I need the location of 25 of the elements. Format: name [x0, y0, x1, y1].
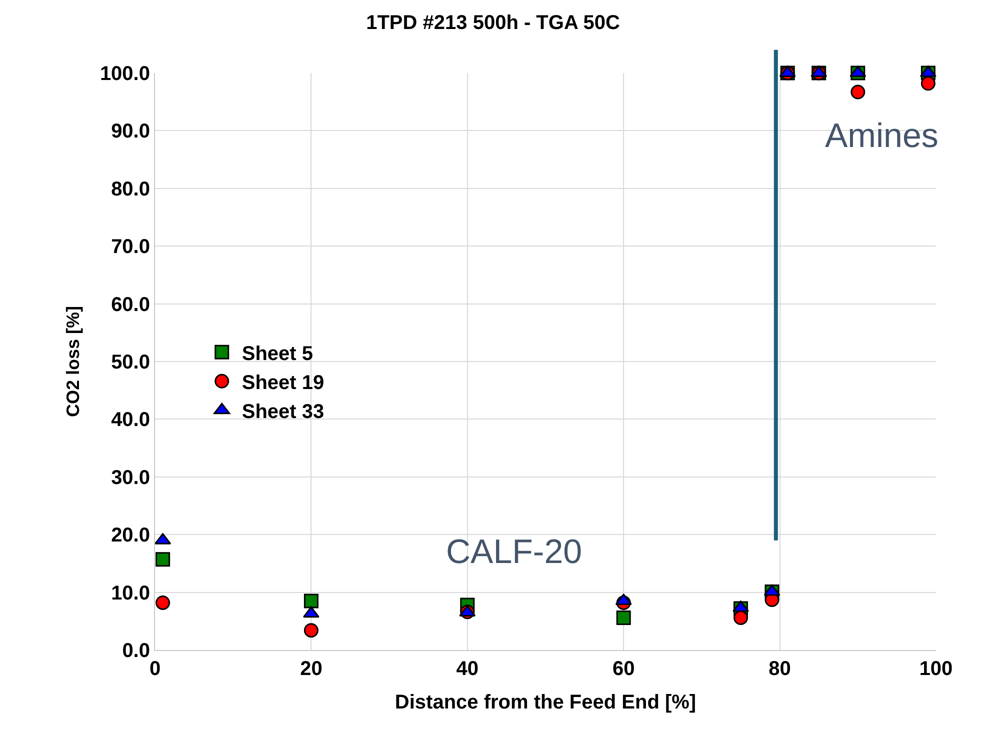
legend-label: Sheet 33: [242, 400, 324, 423]
x-axis-title: Distance from the Feed End [%]: [394, 692, 696, 714]
annotation: Amines: [825, 117, 938, 155]
y-tick-label: 20.0: [111, 524, 150, 547]
y-tick-label: 80.0: [111, 178, 150, 200]
y-tick-label: 100.0: [100, 63, 150, 85]
legend-label: Sheet 5: [242, 342, 314, 365]
x-tick-label: 60: [612, 658, 635, 680]
y-tick-label: 70.0: [111, 236, 150, 258]
y-tick-label: 50.0: [111, 352, 150, 374]
x-tick-label: 80: [768, 658, 791, 680]
x-tick-label: 20: [300, 658, 322, 680]
y-tick-label: 30.0: [111, 466, 150, 489]
y-tick-label: 60.0: [111, 294, 150, 316]
y-tick-label: 0.0: [122, 640, 150, 662]
y-tick-label: 90.0: [111, 120, 150, 143]
y-tick-label: 40.0: [111, 409, 150, 432]
annotation: CALF-20: [446, 533, 582, 571]
chart-title: 1TPD #213 500h - TGA 50C: [366, 12, 620, 34]
x-tick-label: 0: [149, 658, 161, 680]
y-tick-label: 10.0: [111, 582, 150, 604]
x-tick-label: 40: [456, 658, 479, 680]
legend-label: Sheet 19: [242, 372, 324, 394]
x-tick-label: 100: [919, 658, 953, 680]
y-axis-title: CO2 loss [%]: [63, 306, 84, 418]
